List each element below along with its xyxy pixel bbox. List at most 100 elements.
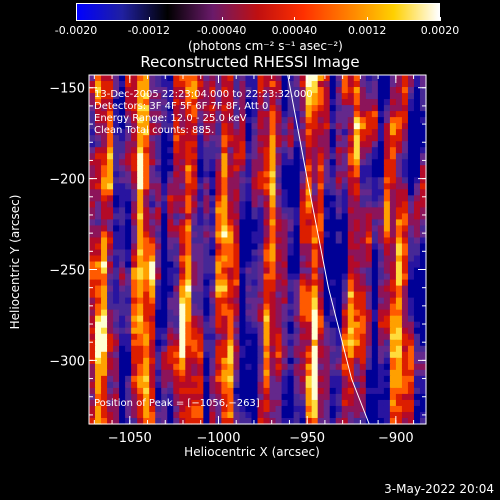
heatmap-cell xyxy=(275,177,283,184)
heatmap-cell xyxy=(335,99,343,106)
heatmap-cell xyxy=(215,207,222,214)
heatmap-cell xyxy=(149,303,156,311)
heatmap-cell xyxy=(341,147,349,154)
heatmap-cell xyxy=(125,327,132,335)
heatmap-cell xyxy=(275,237,283,245)
heatmap-cell xyxy=(317,189,325,196)
heatmap-cell xyxy=(125,261,132,269)
heatmap-cell xyxy=(317,375,325,383)
heatmap-cell xyxy=(125,249,132,257)
heatmap-cell xyxy=(383,237,391,245)
heatmap-cell xyxy=(233,333,241,341)
heatmap-cell xyxy=(179,117,186,124)
heatmap-cell xyxy=(347,219,355,227)
heatmap-cell xyxy=(281,87,289,94)
heatmap-cell xyxy=(365,237,373,245)
heatmap-cell xyxy=(161,81,168,88)
heatmap-cell xyxy=(281,213,289,221)
heatmap-cell xyxy=(221,333,229,341)
heatmap-cell xyxy=(101,291,108,299)
heatmap-cell xyxy=(341,261,349,269)
heatmap-cell xyxy=(407,93,415,100)
heatmap-cell xyxy=(389,321,397,329)
heatmap-cell xyxy=(281,393,289,401)
heatmap-cell xyxy=(359,81,367,88)
heatmap-cell xyxy=(89,231,96,239)
heatmap-cell xyxy=(203,93,210,100)
heatmap-cell xyxy=(407,255,415,263)
heatmap-cell xyxy=(299,291,307,299)
heatmap-cell xyxy=(347,87,355,94)
heatmap-cell xyxy=(311,393,319,401)
heatmap-cell xyxy=(197,393,204,401)
heatmap-cell xyxy=(413,201,421,208)
heatmap-cell xyxy=(305,81,313,88)
heatmap-cell xyxy=(365,105,373,112)
heatmap-cell xyxy=(359,363,367,371)
heatmap-cell xyxy=(377,411,385,419)
heatmap-cell xyxy=(323,81,331,88)
heatmap-cell xyxy=(371,123,379,130)
heatmap-cell xyxy=(137,249,144,257)
heatmap-cell xyxy=(167,387,174,395)
heatmap-cell xyxy=(263,177,271,184)
heatmap-cell xyxy=(233,255,241,263)
heatmap-cell xyxy=(341,369,349,377)
heatmap-cell xyxy=(371,147,379,154)
heatmap-cell xyxy=(407,111,415,118)
heatmap-cell xyxy=(245,297,253,305)
heatmap-cell xyxy=(113,357,120,365)
heatmap-cell xyxy=(353,207,361,214)
heatmap-cell xyxy=(335,93,343,100)
heatmap-cell xyxy=(419,405,427,413)
heatmap-cell xyxy=(407,261,415,269)
heatmap-cell xyxy=(413,189,421,196)
heatmap-cell xyxy=(101,267,108,275)
heatmap-cell xyxy=(143,309,150,317)
heatmap-cell xyxy=(143,177,150,184)
heatmap-cell xyxy=(359,171,367,178)
heatmap-cell xyxy=(101,201,108,208)
heatmap-cell xyxy=(131,117,138,124)
heatmap-cell xyxy=(125,231,132,239)
heatmap-cell xyxy=(251,105,259,112)
heatmap-cell xyxy=(305,387,313,395)
heatmap-cell xyxy=(95,309,102,317)
heatmap-cell xyxy=(149,129,156,136)
heatmap-cell xyxy=(137,99,144,106)
heatmap-cell xyxy=(395,339,403,347)
heatmap-cell xyxy=(407,321,415,329)
heatmap-cell xyxy=(137,405,144,413)
heatmap-cell xyxy=(215,345,222,353)
heatmap-cell xyxy=(167,405,174,413)
heatmap-cell xyxy=(359,135,367,142)
heatmap-cell xyxy=(221,297,229,305)
heatmap-cell xyxy=(197,351,204,359)
heatmap-cell xyxy=(407,123,415,130)
heatmap-cell xyxy=(131,297,138,305)
heatmap-cell xyxy=(347,399,355,407)
heatmap-cell xyxy=(215,231,222,239)
heatmap-cell xyxy=(395,327,403,335)
heatmap-cell xyxy=(413,393,421,401)
heatmap-cell xyxy=(95,261,102,269)
heatmap-cell xyxy=(125,195,132,202)
heatmap-cell xyxy=(341,111,349,118)
heatmap-cell xyxy=(335,87,343,94)
heatmap-cell xyxy=(377,237,385,245)
heatmap-cell xyxy=(131,399,138,407)
heatmap-cell xyxy=(311,81,319,88)
heatmap-cell xyxy=(173,375,180,383)
heatmap-cell xyxy=(119,339,126,347)
heatmap-cell xyxy=(275,279,283,287)
heatmap-cell xyxy=(113,93,120,100)
heatmap-cell xyxy=(173,399,180,407)
heatmap-cell xyxy=(185,327,192,335)
heatmap-cell xyxy=(173,333,180,341)
heatmap-cell xyxy=(305,309,313,317)
heatmap-cell xyxy=(173,123,180,130)
heatmap-cell xyxy=(221,255,229,263)
heatmap-cell xyxy=(251,327,259,335)
heatmap-cell xyxy=(311,297,319,305)
heatmap-cell xyxy=(215,333,222,341)
